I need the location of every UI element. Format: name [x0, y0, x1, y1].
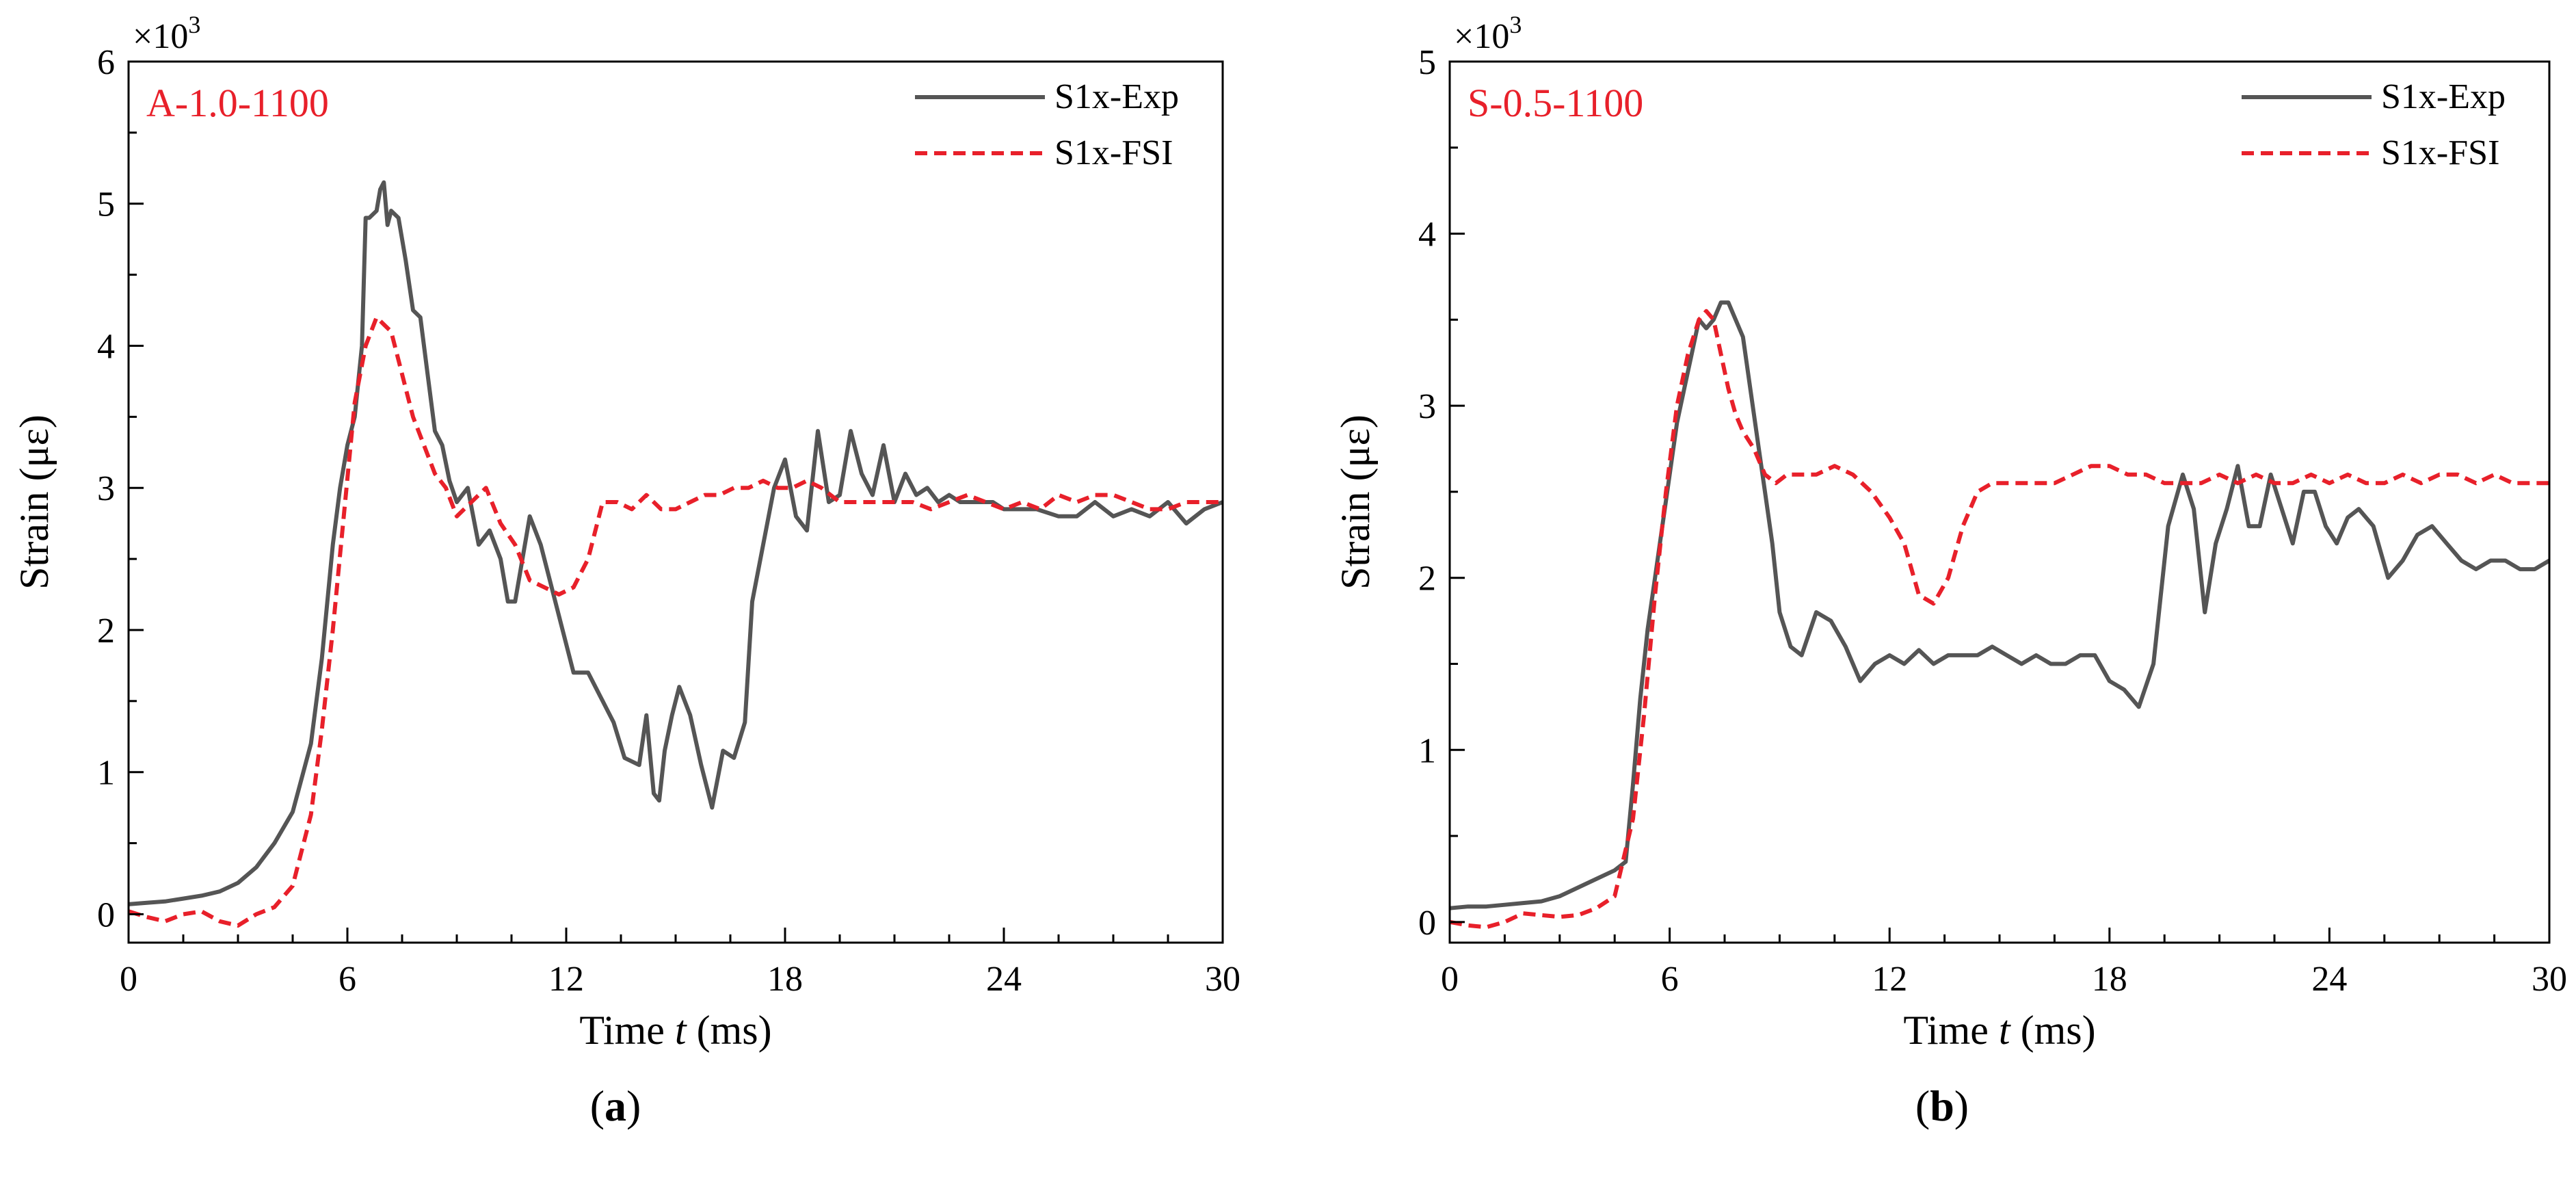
- panel-annotation: A-1.0-1100: [146, 81, 329, 125]
- x-tick-label: 18: [2092, 960, 2127, 999]
- y-multiplier-label: ×103: [1454, 11, 1522, 56]
- plot-frame: [1448, 60, 2551, 944]
- y-tick-label: 1: [1418, 731, 1436, 770]
- x-axis-title-variable: t: [1999, 1008, 2011, 1053]
- x-tick-label: 6: [1661, 960, 1679, 999]
- series-line-s1x-fsi: [128, 315, 1223, 928]
- y-axis-title: Strain (με): [12, 415, 57, 590]
- y-tick-label: 0: [1418, 904, 1436, 943]
- panel-label-a: (a): [589, 1081, 641, 1130]
- x-tick-label: 24: [986, 960, 1022, 999]
- x-axis-title-suffix: (ms): [687, 1008, 772, 1053]
- y-tick-label: 1: [97, 754, 115, 793]
- y-tick-label: 5: [97, 185, 115, 224]
- y-tick-label: 3: [1418, 387, 1436, 426]
- x-tick-label: 6: [338, 960, 356, 999]
- x-tick-label: 12: [1872, 960, 1907, 999]
- series-line-s1x-exp: [1449, 300, 2551, 910]
- x-axis-title-variable: t: [675, 1008, 687, 1053]
- legend-label-s1x-fsi: S1x-FSI: [1054, 133, 1173, 172]
- legend-label-s1x-fsi: S1x-FSI: [2381, 133, 2499, 172]
- y-tick-label: 4: [1418, 215, 1436, 254]
- y-tick-label: 3: [97, 469, 115, 508]
- y-multiplier-exponent: 3: [188, 11, 200, 38]
- y-tick-label: 6: [97, 43, 115, 82]
- x-tick-label: 24: [2311, 960, 2347, 999]
- x-tick-label: 30: [2532, 960, 2567, 999]
- y-multiplier-exponent: 3: [1509, 11, 1522, 38]
- x-tick-label: 30: [1205, 960, 1240, 999]
- x-tick-label: 18: [767, 960, 803, 999]
- legend-label-s1x-exp: S1x-Exp: [2381, 77, 2506, 116]
- y-tick-label: 5: [1418, 43, 1436, 82]
- y-multiplier-label: ×103: [133, 11, 200, 56]
- panel-label-b-text: b: [1930, 1081, 1954, 1130]
- panel-label-a-text: a: [605, 1081, 626, 1130]
- x-tick-label: 0: [1441, 960, 1459, 999]
- x-tick-label: 12: [548, 960, 584, 999]
- panel-annotation: S-0.5-1100: [1468, 81, 1643, 125]
- y-axis-title: Strain (με): [1333, 415, 1378, 590]
- y-tick-label: 0: [97, 895, 115, 934]
- y-tick-label: 2: [1418, 560, 1436, 599]
- x-axis-title-prefix: Time: [579, 1008, 675, 1053]
- series-line-s1x-fsi: [1449, 309, 2549, 930]
- x-axis-title-suffix: (ms): [2010, 1008, 2096, 1053]
- x-axis-title-prefix: Time: [1903, 1008, 1999, 1053]
- legend-label-s1x-exp: S1x-Exp: [1054, 77, 1179, 116]
- x-axis-title: Time t (ms): [1903, 1008, 2095, 1053]
- y-tick-label: 2: [97, 612, 115, 651]
- x-tick-label: 0: [120, 960, 137, 999]
- panel-label-b: (b): [1915, 1081, 1969, 1130]
- x-axis-title: Time t (ms): [579, 1008, 771, 1053]
- y-tick-label: 4: [97, 327, 115, 366]
- series-line-s1x-exp: [128, 180, 1224, 906]
